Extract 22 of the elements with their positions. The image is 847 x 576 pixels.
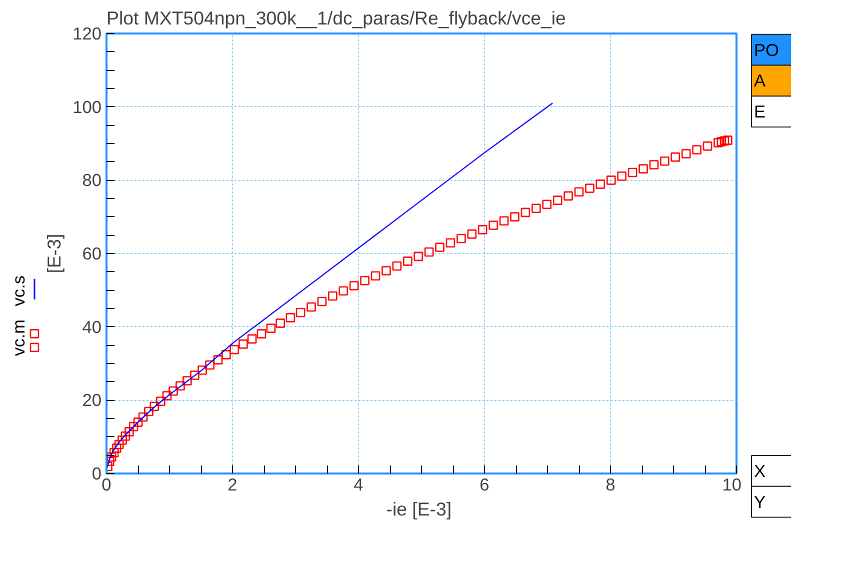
- y-tick-label: 100: [72, 96, 102, 117]
- x-tick-label: 6: [480, 474, 490, 494]
- y-tick-label: 20: [82, 390, 102, 410]
- x-tick-label: 10: [722, 474, 742, 494]
- y-axis-title: [E-3]: [44, 234, 65, 274]
- x-tick-label: 4: [354, 474, 364, 494]
- text: PO: [754, 40, 780, 60]
- legend-label: vc.s: [8, 275, 28, 306]
- y-tick-label: 120: [72, 24, 102, 44]
- y-tick-label: 40: [82, 316, 102, 337]
- text: X: [754, 460, 766, 481]
- y-tick-label: 80: [82, 170, 102, 190]
- text: E: [754, 102, 766, 122]
- x-axis-title: -ie [E-3]: [386, 498, 452, 520]
- text: Y: [754, 492, 766, 512]
- chart-title: Plot MXT504npn_300k__1/dc_paras/Re_flyback/vce_ie: [106, 8, 566, 28]
- x-tick-label: 8: [606, 474, 616, 494]
- line-series: [106, 102, 554, 470]
- text: A: [754, 70, 766, 91]
- x-tick-label: 2: [228, 474, 238, 494]
- y-tick-label: 60: [82, 244, 102, 264]
- legend-label: vc.m: [8, 319, 28, 356]
